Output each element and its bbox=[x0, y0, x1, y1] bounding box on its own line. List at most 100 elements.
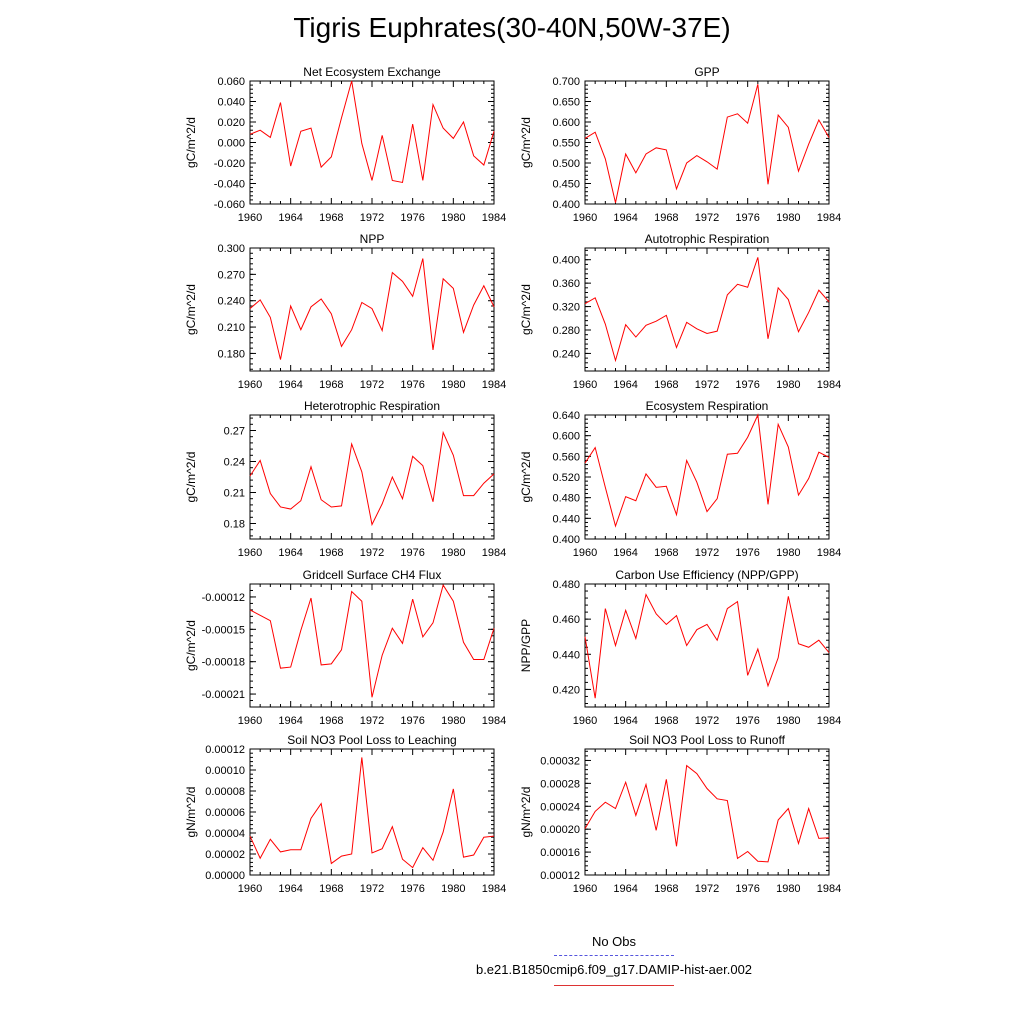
y-tick-label: 0.27 bbox=[224, 426, 245, 438]
y-tick-label: 0.00008 bbox=[205, 786, 245, 798]
y-tick-label: 0.060 bbox=[217, 76, 245, 88]
y-tick-label: 0.00010 bbox=[205, 765, 245, 777]
x-tick-label: 1976 bbox=[735, 379, 759, 391]
y-tick-label: -0.060 bbox=[214, 199, 245, 211]
y-tick-label: 0.210 bbox=[217, 322, 245, 334]
y-tick-label: 0.040 bbox=[217, 97, 245, 109]
x-tick-label: 1980 bbox=[776, 379, 800, 391]
x-tick-label: 1964 bbox=[613, 883, 637, 895]
y-tick-label: 0.440 bbox=[552, 649, 580, 661]
legend-label-model: b.e21.B1850cmip6.f09_g17.DAMIP-hist-aer.… bbox=[475, 962, 753, 977]
x-tick-label: 1984 bbox=[817, 212, 841, 224]
y-tick-label: -0.020 bbox=[214, 158, 245, 170]
x-tick-label: 1964 bbox=[278, 883, 302, 895]
x-tick-label: 1972 bbox=[360, 883, 384, 895]
panel-title: Heterotrophic Respiration bbox=[304, 399, 440, 413]
panel-4: Heterotrophic Respiration gC/m^2/d 1960 196… bbox=[184, 399, 506, 559]
plot-frame bbox=[584, 748, 830, 876]
x-tick-label: 1972 bbox=[360, 547, 384, 559]
y-tick-label: -0.00012 bbox=[202, 592, 245, 604]
panel-2: NPP gC/m^2/d 1960 1964 1968 1972 1976 1980 1984 0… bbox=[184, 232, 506, 391]
x-tick-label: 1984 bbox=[482, 715, 506, 727]
series-line bbox=[584, 764, 830, 863]
y-tick-label: -0.00018 bbox=[202, 657, 245, 669]
x-tick-label: 1968 bbox=[654, 547, 678, 559]
x-tick-label: 1980 bbox=[776, 883, 800, 895]
x-tick-label: 1980 bbox=[776, 715, 800, 727]
x-tick-label: 1968 bbox=[319, 212, 343, 224]
x-tick-label: 1976 bbox=[735, 547, 759, 559]
panel-8: Soil NO3 Pool Loss to Leaching gN/m^2/d 19… bbox=[184, 733, 506, 895]
x-tick-label: 1980 bbox=[441, 212, 465, 224]
x-tick-label: 1964 bbox=[278, 379, 302, 391]
y-tick-label: 0.00012 bbox=[205, 744, 245, 756]
y-tick-label: 0.18 bbox=[224, 519, 245, 531]
x-tick-label: 1960 bbox=[238, 212, 262, 224]
x-tick-label: 1980 bbox=[441, 883, 465, 895]
x-tick-label: 1972 bbox=[695, 883, 719, 895]
y-tick-label: 0.460 bbox=[552, 614, 580, 626]
x-tick-label: 1968 bbox=[319, 547, 343, 559]
x-tick-label: 1984 bbox=[817, 379, 841, 391]
panel-title: NPP bbox=[360, 232, 385, 246]
panel-7: Carbon Use Efficiency (NPP/GPP) NPP/GPP 19… bbox=[519, 568, 841, 727]
y-axis-label: gC/m^2/d bbox=[519, 117, 533, 168]
y-tick-label: 0.600 bbox=[552, 431, 580, 443]
series-line bbox=[249, 583, 495, 698]
x-tick-label: 1960 bbox=[573, 212, 597, 224]
y-tick-label: 0.00016 bbox=[540, 847, 580, 859]
y-tick-label: 0.640 bbox=[552, 410, 580, 422]
y-axis-label: gC/m^2/d bbox=[519, 284, 533, 335]
x-tick-label: 1984 bbox=[817, 883, 841, 895]
panel-title: Soil NO3 Pool Loss to Runoff bbox=[629, 733, 786, 747]
y-tick-label: 0.240 bbox=[552, 348, 580, 360]
y-axis-label: gC/m^2/d bbox=[184, 284, 198, 335]
y-axis-label: gC/m^2/d bbox=[184, 117, 198, 168]
panel-5: Ecosystem Respiration gC/m^2/d 1960 1964 196… bbox=[519, 399, 841, 559]
x-tick-label: 1964 bbox=[278, 212, 302, 224]
plot-frame bbox=[584, 414, 830, 540]
y-tick-label: 0.240 bbox=[217, 296, 245, 308]
x-tick-label: 1976 bbox=[735, 715, 759, 727]
y-tick-label: 0.520 bbox=[552, 472, 580, 484]
y-tick-label: 0.00032 bbox=[540, 755, 580, 767]
x-tick-label: 1984 bbox=[482, 212, 506, 224]
y-tick-label: 0.180 bbox=[217, 348, 245, 360]
x-tick-label: 1972 bbox=[695, 715, 719, 727]
panel-9: Soil NO3 Pool Loss to Runoff gN/m^2/d 1960… bbox=[519, 733, 841, 895]
y-tick-label: 0.00004 bbox=[205, 828, 245, 840]
x-tick-label: 1964 bbox=[278, 547, 302, 559]
panel-1: GPP gC/m^2/d 1960 1964 1968 1972 1976 1980 1984 0… bbox=[519, 65, 841, 224]
x-tick-label: 1976 bbox=[735, 883, 759, 895]
x-tick-label: 1972 bbox=[360, 379, 384, 391]
y-tick-label: 0.320 bbox=[552, 302, 580, 314]
series-line bbox=[584, 413, 830, 528]
panel-3: Autotrophic Respiration gC/m^2/d 1960 1964 1… bbox=[519, 232, 841, 391]
y-tick-label: 0.650 bbox=[552, 97, 580, 109]
x-tick-label: 1964 bbox=[613, 547, 637, 559]
x-tick-label: 1976 bbox=[400, 547, 424, 559]
panel-0: Net Ecosystem Exchange gC/m^2/d 1960 1964 19… bbox=[184, 65, 506, 224]
x-tick-label: 1984 bbox=[482, 883, 506, 895]
x-tick-label: 1960 bbox=[238, 547, 262, 559]
x-tick-label: 1980 bbox=[441, 379, 465, 391]
y-tick-label: 0.420 bbox=[552, 684, 580, 696]
y-tick-label: 0.400 bbox=[552, 199, 580, 211]
series-line bbox=[584, 593, 830, 699]
x-tick-label: 1980 bbox=[441, 715, 465, 727]
x-tick-label: 1964 bbox=[278, 715, 302, 727]
series-line bbox=[249, 757, 495, 869]
series-line bbox=[584, 84, 830, 203]
y-tick-label: 0.600 bbox=[552, 117, 580, 129]
y-tick-label: 0.480 bbox=[552, 493, 580, 505]
y-tick-label: 0.00006 bbox=[205, 807, 245, 819]
panel-title: Ecosystem Respiration bbox=[646, 399, 769, 413]
y-axis-label: gN/m^2/d bbox=[184, 787, 198, 838]
x-tick-label: 1976 bbox=[400, 379, 424, 391]
y-tick-label: 0.400 bbox=[552, 255, 580, 267]
x-tick-label: 1968 bbox=[654, 715, 678, 727]
y-tick-label: -0.00015 bbox=[202, 624, 245, 636]
y-tick-label: 0.550 bbox=[552, 138, 580, 150]
y-tick-label: 0.280 bbox=[552, 325, 580, 337]
